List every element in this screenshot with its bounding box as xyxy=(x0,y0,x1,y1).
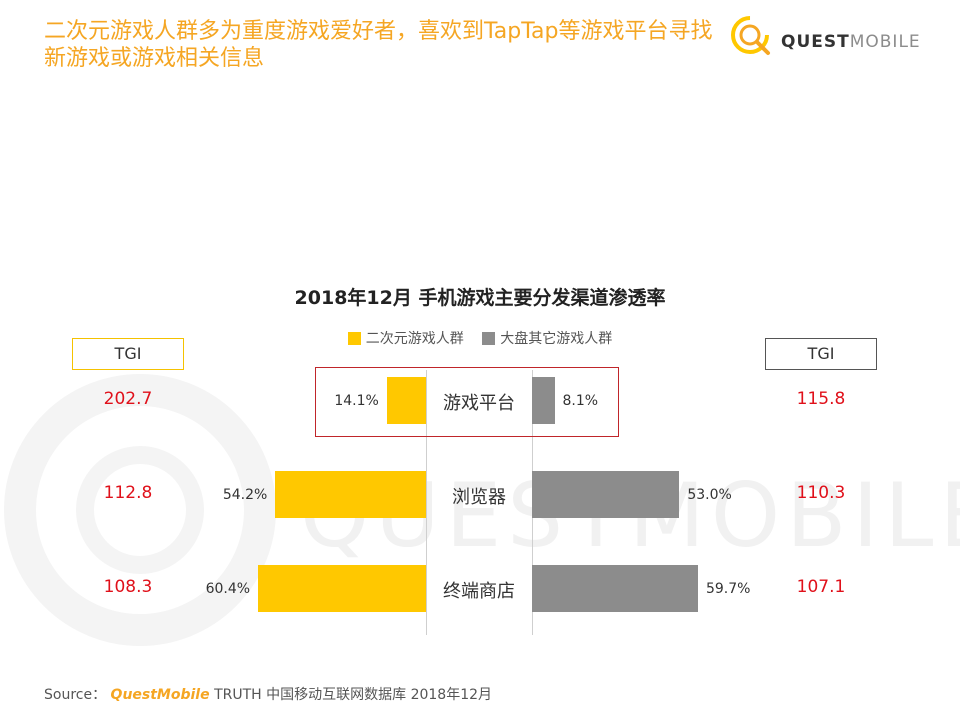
chart-legend: 二次元游戏人群 大盘其它游戏人群 xyxy=(0,328,960,348)
bar-series-1-2 xyxy=(258,565,426,612)
bar-series-2-0 xyxy=(532,377,555,424)
category-label-2: 终端商店 xyxy=(443,581,515,602)
tgi-left-value-1: 112.8 xyxy=(103,483,153,503)
source-label: Source： xyxy=(44,687,107,703)
logo-text-bold: QUEST xyxy=(781,32,850,52)
tgi-left-value-2: 108.3 xyxy=(103,577,153,597)
legend-swatch-series-2 xyxy=(482,332,496,345)
source-brand: QuestMobile xyxy=(110,687,210,703)
category-label-1: 浏览器 xyxy=(452,487,506,508)
tgi-right-value-1: 110.3 xyxy=(796,483,846,503)
logo-text-light: MOBILE xyxy=(849,32,921,52)
tgi-right-value-0: 115.8 xyxy=(796,389,846,409)
legend-label-series-1: 二次元游戏人群 xyxy=(365,331,464,347)
data-label-series-1-2: 60.4% xyxy=(205,581,251,597)
chart-title: 2018年12月 手机游戏主要分发渠道渗透率 xyxy=(294,287,666,309)
data-label-series-2-2: 59.7% xyxy=(705,581,751,597)
tgi-header-right: TGI xyxy=(765,338,877,370)
logo-wordmark: QUESTMOBILE xyxy=(781,32,921,52)
bar-series-1-0 xyxy=(386,377,426,424)
source-footer: Source： QuestMobile TRUTH 中国移动互联网数据库 201… xyxy=(44,684,492,704)
legend-swatch-series-1 xyxy=(347,332,361,345)
tgi-left-value-0: 202.7 xyxy=(103,389,153,409)
data-label-series-1-1: 54.2% xyxy=(222,487,268,503)
tgi-header-left: TGI xyxy=(72,338,184,370)
bar-series-2-1 xyxy=(532,471,680,518)
data-label-series-1-0: 14.1% xyxy=(334,393,379,409)
legend-item-series-2: 大盘其它游戏人群 xyxy=(482,328,612,348)
questmobile-logo-icon xyxy=(731,16,770,55)
highlight-box-game-platform xyxy=(315,367,619,437)
bar-series-2-2 xyxy=(532,565,698,612)
data-label-series-2-0: 8.1% xyxy=(562,393,599,409)
page-headline: 二次元游戏人群多为重度游戏爱好者，喜欢到TapTap等游戏平台寻找新游戏或游戏相… xyxy=(44,19,713,71)
data-label-series-2-1: 53.0% xyxy=(687,487,732,503)
legend-label-series-2: 大盘其它游戏人群 xyxy=(500,331,613,347)
category-label-0: 游戏平台 xyxy=(443,393,515,414)
axis-line-left xyxy=(426,370,427,635)
source-text: TRUTH 中国移动互联网数据库 2018年12月 xyxy=(214,687,493,703)
questmobile-logo: QUESTMOBILE xyxy=(728,13,928,57)
tgi-right-value-2: 107.1 xyxy=(796,577,846,597)
legend-item-series-1: 二次元游戏人群 xyxy=(347,328,464,348)
bar-series-1-1 xyxy=(275,471,426,518)
